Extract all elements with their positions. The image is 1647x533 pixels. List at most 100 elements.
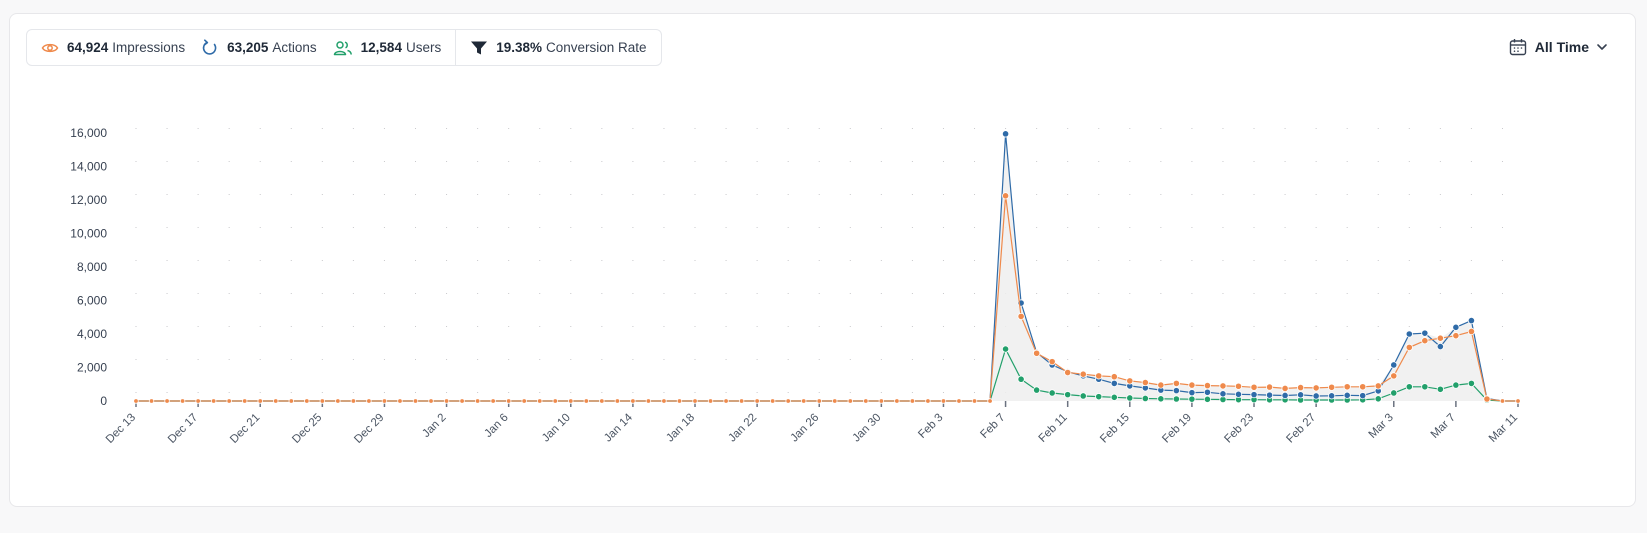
line-chart: 0 2,000 4,000 6,000 8,000 10,000 12,000 14,000 1… bbox=[70, 126, 1521, 446]
stats-primary-group: 64,924 Impressions 63,205 Actions 12,5 bbox=[27, 30, 455, 65]
data-point-impressions bbox=[971, 398, 978, 404]
data-point-actions bbox=[1421, 329, 1429, 337]
data-point-actions bbox=[1297, 391, 1305, 399]
data-point-users bbox=[1095, 393, 1103, 401]
data-point-impressions bbox=[1312, 384, 1320, 392]
dashboard-card: 64,924 Impressions 63,205 Actions 12,5 bbox=[9, 13, 1636, 507]
y-tick-label: 10,000 bbox=[70, 227, 107, 241]
data-point-impressions bbox=[956, 398, 962, 404]
data-point-impressions bbox=[707, 398, 714, 404]
data-point-impressions bbox=[1079, 370, 1087, 378]
data-point-users bbox=[1048, 389, 1056, 397]
data-point-impressions bbox=[521, 398, 527, 404]
data-point-actions bbox=[1203, 388, 1212, 396]
data-point-users bbox=[1421, 383, 1429, 391]
data-point-users bbox=[1436, 385, 1444, 393]
stats-bar: 64,924 Impressions 63,205 Actions 12,5 bbox=[26, 29, 662, 66]
data-point-impressions bbox=[738, 398, 745, 404]
x-tick-label: Dec 29 bbox=[352, 412, 386, 446]
refresh-icon bbox=[202, 38, 217, 55]
data-point-impressions bbox=[987, 398, 993, 404]
x-tick-label: Jan 6 bbox=[482, 412, 510, 440]
data-point-impressions bbox=[1033, 349, 1041, 357]
data-point-impressions bbox=[241, 398, 248, 404]
data-point-impressions bbox=[1234, 382, 1243, 390]
data-point-actions bbox=[1172, 387, 1180, 395]
data-point-impressions bbox=[537, 398, 543, 404]
data-point-impressions bbox=[133, 398, 139, 404]
data-point-impressions bbox=[210, 398, 217, 404]
data-point-impressions bbox=[335, 398, 341, 404]
data-point-impressions bbox=[630, 398, 636, 404]
data-point-impressions bbox=[1265, 383, 1274, 391]
data-point-impressions bbox=[925, 398, 931, 404]
data-point-impressions bbox=[1157, 381, 1165, 389]
data-point-impressions bbox=[1188, 381, 1196, 389]
data-point-impressions bbox=[801, 398, 807, 404]
data-point-impressions bbox=[319, 398, 326, 404]
data-point-users bbox=[1157, 395, 1165, 403]
data-point-impressions bbox=[397, 398, 403, 404]
stat-impressions: 64,924 Impressions bbox=[41, 40, 185, 55]
stat-conversion: 19.38% Conversion Rate bbox=[470, 40, 647, 56]
data-point-actions bbox=[1110, 379, 1118, 388]
data-point-users bbox=[1017, 375, 1025, 383]
data-point-impressions bbox=[428, 398, 434, 404]
y-tick-label: 6,000 bbox=[77, 294, 107, 308]
x-tick-label: Feb 7 bbox=[978, 412, 1007, 441]
y-tick-label: 8,000 bbox=[77, 260, 107, 274]
data-point-users bbox=[1110, 393, 1118, 401]
data-point-impressions bbox=[1297, 383, 1305, 392]
y-tick-label: 14,000 bbox=[70, 160, 107, 174]
users-icon bbox=[333, 40, 352, 55]
data-point-impressions bbox=[226, 398, 232, 404]
data-point-impressions bbox=[1328, 383, 1336, 391]
users-label: Users bbox=[405, 40, 442, 55]
x-tick-label: Mar 3 bbox=[1367, 412, 1396, 441]
data-point-actions bbox=[1250, 391, 1258, 399]
data-point-impressions bbox=[1436, 334, 1444, 342]
data-point-impressions bbox=[1064, 368, 1072, 377]
data-point-impressions bbox=[1141, 378, 1149, 387]
date-range-selector[interactable]: All Time bbox=[1509, 38, 1609, 56]
data-point-users bbox=[1467, 379, 1476, 388]
x-tick-label: Feb 27 bbox=[1284, 412, 1318, 446]
data-point-impressions bbox=[1110, 373, 1118, 381]
x-tick-label: Feb 11 bbox=[1037, 412, 1070, 445]
series-line-impressions bbox=[136, 195, 1518, 402]
data-point-actions bbox=[1390, 361, 1398, 369]
y-tick-label: 12,000 bbox=[70, 193, 107, 207]
data-point-impressions bbox=[894, 398, 900, 404]
x-tick-label: Jan 26 bbox=[788, 412, 821, 445]
data-point-impressions bbox=[832, 398, 838, 404]
users-value: 12,584 bbox=[360, 40, 402, 55]
x-tick-label: Jan 22 bbox=[726, 412, 759, 445]
eye-icon bbox=[41, 43, 59, 52]
data-point-impressions bbox=[148, 398, 155, 404]
data-point-impressions bbox=[273, 398, 279, 404]
conversion-label: Conversion Rate bbox=[546, 40, 647, 55]
x-tick-label: Feb 3 bbox=[916, 412, 945, 441]
data-point-impressions bbox=[490, 398, 496, 404]
data-point-impressions bbox=[350, 398, 357, 404]
data-point-actions bbox=[1359, 392, 1367, 400]
calendar-icon bbox=[1509, 39, 1526, 56]
data-point-impressions bbox=[1499, 398, 1506, 404]
data-point-impressions bbox=[1390, 372, 1398, 380]
x-tick-label: Dec 21 bbox=[228, 412, 262, 446]
stat-actions: 63,205 Actions bbox=[201, 38, 317, 57]
data-point-impressions bbox=[1452, 332, 1460, 340]
data-point-impressions bbox=[1483, 395, 1491, 403]
date-range-label: All Time bbox=[1534, 39, 1589, 55]
data-point-impressions bbox=[568, 398, 574, 404]
data-point-impressions bbox=[505, 398, 512, 404]
data-point-impressions bbox=[195, 398, 201, 404]
data-point-impressions bbox=[645, 398, 652, 404]
y-tick-label: 2,000 bbox=[77, 361, 107, 375]
x-tick-label: Mar 7 bbox=[1429, 412, 1458, 441]
data-point-users bbox=[1126, 394, 1134, 402]
data-point-actions bbox=[1467, 316, 1476, 325]
data-point-impressions bbox=[474, 398, 481, 404]
data-point-users bbox=[1188, 395, 1196, 403]
data-point-users bbox=[1033, 386, 1041, 394]
